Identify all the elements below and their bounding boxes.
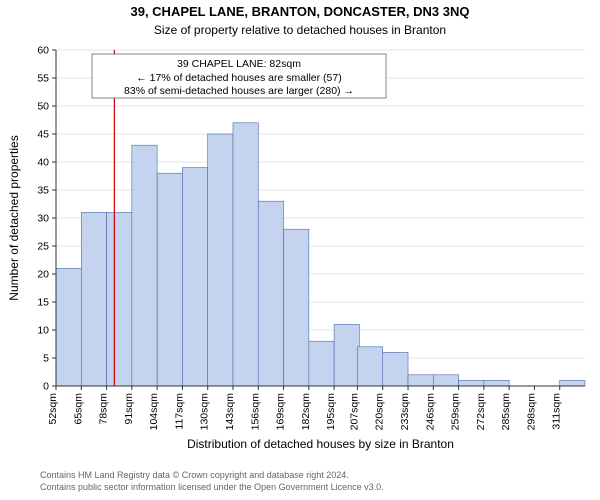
tick-label-x: 195sqm: [325, 393, 337, 431]
tick-label-x: 233sqm: [399, 393, 411, 431]
annotation-line1: 39 CHAPEL LANE: 82sqm: [177, 58, 301, 70]
tick-label-x: 52sqm: [47, 393, 59, 425]
tick-label-x: 220sqm: [374, 393, 386, 431]
histogram-bar: [309, 341, 334, 386]
title-sub: Size of property relative to detached ho…: [154, 23, 446, 37]
tick-label-y: 30: [37, 213, 49, 225]
tick-label-y: 25: [37, 241, 49, 253]
tick-label-x: 156sqm: [249, 393, 261, 431]
histogram-bar: [56, 268, 81, 386]
tick-label-y: 50: [37, 101, 49, 113]
tick-label-x: 298sqm: [525, 393, 537, 431]
footer-line1: Contains HM Land Registry data © Crown c…: [40, 470, 349, 480]
annotation-line3: 83% of semi-detached houses are larger (…: [124, 85, 354, 97]
tick-label-x: 272sqm: [475, 393, 487, 431]
histogram-bar: [132, 145, 157, 386]
histogram-bar: [433, 375, 458, 386]
tick-label-y: 10: [37, 325, 49, 337]
histogram-bar: [284, 229, 309, 386]
chart-container: 39, CHAPEL LANE, BRANTON, DONCASTER, DN3…: [0, 0, 600, 500]
histogram-bar: [157, 173, 182, 386]
histogram-bar: [258, 201, 283, 386]
annotation-line2: ← 17% of detached houses are smaller (57…: [136, 72, 341, 84]
histogram-bar: [233, 123, 258, 386]
y-axis-label: Number of detached properties: [7, 135, 21, 300]
tick-label-y: 35: [37, 185, 49, 197]
tick-label-x: 311sqm: [551, 393, 563, 430]
tick-label-x: 169sqm: [275, 393, 287, 431]
tick-label-x: 65sqm: [72, 393, 84, 425]
tick-label-x: 104sqm: [148, 393, 160, 431]
histogram-bar: [408, 375, 433, 386]
tick-label-x: 182sqm: [300, 393, 312, 431]
histogram-bar: [208, 134, 233, 386]
tick-label-x: 207sqm: [348, 393, 360, 431]
title-main: 39, CHAPEL LANE, BRANTON, DONCASTER, DN3…: [130, 4, 469, 19]
tick-label-y: 20: [37, 269, 49, 281]
tick-label-y: 45: [37, 129, 49, 141]
tick-label-y: 40: [37, 157, 49, 169]
tick-label-x: 78sqm: [98, 393, 110, 425]
histogram-bar: [560, 380, 585, 386]
tick-label-y: 15: [37, 297, 49, 309]
histogram-bar: [357, 347, 382, 386]
tick-label-x: 246sqm: [424, 393, 436, 431]
histogram-bar: [383, 352, 408, 386]
tick-label-x: 91sqm: [123, 393, 135, 425]
histogram-bar: [107, 212, 132, 386]
tick-label-x: 117sqm: [173, 393, 185, 430]
tick-label-x: 130sqm: [199, 393, 211, 431]
tick-label-x: 143sqm: [224, 393, 236, 431]
tick-label-x: 285sqm: [500, 393, 512, 431]
histogram-bar: [484, 380, 509, 386]
histogram-svg: 39, CHAPEL LANE, BRANTON, DONCASTER, DN3…: [0, 0, 600, 500]
tick-label-x: 259sqm: [450, 393, 462, 431]
tick-label-y: 5: [43, 353, 49, 365]
histogram-bar: [334, 324, 359, 386]
tick-label-y: 55: [37, 73, 49, 85]
tick-label-y: 60: [37, 45, 49, 57]
histogram-bar: [459, 380, 484, 386]
x-axis-label: Distribution of detached houses by size …: [187, 437, 454, 451]
histogram-bar: [182, 168, 207, 386]
histogram-bar: [81, 212, 106, 386]
tick-label-y: 0: [43, 381, 49, 393]
footer-line2: Contains public sector information licen…: [40, 482, 384, 492]
